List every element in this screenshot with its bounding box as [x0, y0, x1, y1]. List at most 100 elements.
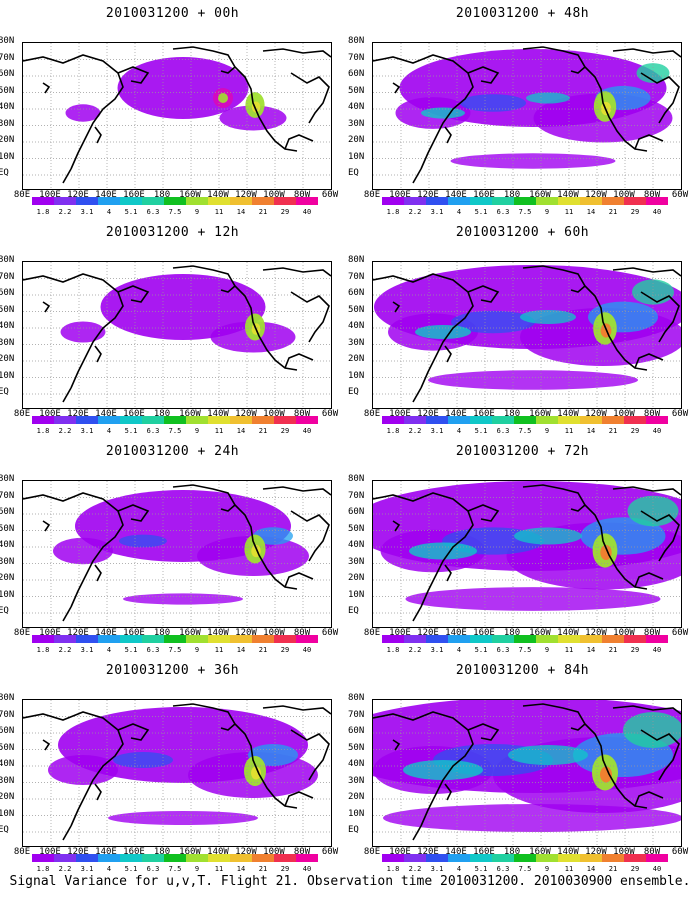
lon-label: 140E: [95, 190, 117, 200]
lon-label: 80E: [363, 190, 381, 200]
colorbar-label: 40: [652, 865, 662, 873]
colorbar-swatch: [186, 416, 208, 424]
lat-label: 70N: [348, 490, 365, 501]
lat-label: 10N: [0, 808, 15, 819]
lat-label: 10N: [0, 589, 15, 600]
lat-label: 10N: [348, 370, 365, 381]
coastline: [392, 739, 401, 751]
lon-label: 140W: [557, 628, 579, 638]
colorbar-label: 1.8: [386, 646, 400, 654]
colorbar-label: 4: [106, 865, 112, 873]
lat-label: 80N: [348, 255, 365, 265]
colorbar-swatch: [382, 416, 404, 424]
colorbar-swatch: [382, 197, 404, 205]
lon-label: 100W: [613, 847, 635, 857]
colorbar-label: 2.2: [58, 208, 72, 216]
lat-label: 30N: [348, 118, 365, 129]
lon-label: 160E: [123, 190, 145, 200]
colorbar-label: 5.1: [124, 865, 138, 873]
lat-label: 30N: [348, 775, 365, 786]
lon-label: 100E: [389, 628, 411, 638]
colorbar-swatch: [404, 635, 426, 643]
lon-label: 140W: [207, 847, 229, 857]
colorbar-swatch: [426, 854, 448, 862]
colorbar-label: 14: [236, 865, 246, 873]
lon-label: 160E: [473, 628, 495, 638]
lat-label: 20N: [348, 573, 365, 583]
lat-label: 30N: [0, 556, 15, 567]
colorbar-swatch: [624, 635, 646, 643]
colorbar-label: 6.3: [496, 646, 510, 654]
colorbar-label: 11: [214, 427, 224, 435]
coastline: [220, 504, 236, 512]
colorbar-swatch: [98, 635, 120, 643]
colorbar-label: 29: [630, 208, 640, 216]
lon-label: 160E: [473, 190, 495, 200]
lon-label: 60W: [321, 190, 339, 200]
colorbar-swatch: [624, 197, 646, 205]
colorbar-label: 11: [214, 865, 224, 873]
panel-title: 2010031200 + 84h: [455, 663, 590, 678]
variance-blob: [526, 92, 570, 104]
lat-label: 70N: [348, 52, 365, 63]
colorbar-label: 3.1: [430, 208, 444, 216]
colorbar-swatch: [274, 635, 296, 643]
colorbar-label: 6.3: [146, 646, 160, 654]
lat-label: 20N: [0, 354, 15, 364]
lat-label: 20N: [348, 135, 365, 145]
colorbar-swatch: [208, 854, 230, 862]
lon-label: 140E: [95, 628, 117, 638]
colorbar-swatch: [426, 416, 448, 424]
colorbar: [382, 635, 668, 643]
lon-label: 120E: [417, 190, 439, 200]
colorbar-swatch: [514, 854, 536, 862]
lon-label: 100W: [613, 628, 635, 638]
colorbar-swatch: [186, 854, 208, 862]
lat-label: 60N: [0, 726, 15, 736]
colorbar: [32, 635, 318, 643]
colorbar-swatch: [580, 416, 602, 424]
colorbar-swatch: [536, 635, 558, 643]
map-panel: 2010031200 + 60h 80N 70N 60N 50N 40N 30N 20N 10N…: [348, 219, 695, 444]
coastline: [412, 387, 422, 403]
colorbar-label: 29: [280, 427, 290, 435]
lat-label: 40N: [348, 759, 365, 769]
lon-label: 140E: [95, 847, 117, 857]
lat-label: 40N: [0, 759, 15, 769]
lon-label: 140E: [95, 409, 117, 419]
colorbar-swatch: [536, 854, 558, 862]
colorbar-label: 21: [258, 427, 268, 435]
colorbar-label: 5.1: [474, 427, 488, 435]
colorbar-swatch: [448, 416, 470, 424]
lat-label: 40N: [0, 102, 15, 112]
lon-label: 80W: [293, 628, 311, 638]
colorbar-label: 3.1: [80, 208, 94, 216]
variance-blob: [508, 745, 588, 765]
coastline: [94, 126, 102, 144]
coastline: [62, 825, 72, 841]
lon-label: 60W: [671, 190, 689, 200]
colorbar-swatch: [164, 197, 186, 205]
lon-label: 160E: [123, 847, 145, 857]
colorbar-swatch: [602, 635, 624, 643]
lon-label: 80W: [293, 190, 311, 200]
colorbar-swatch: [514, 416, 536, 424]
coastline: [444, 783, 452, 801]
colorbar-label: 3.1: [430, 865, 444, 873]
lat-label: 70N: [0, 490, 15, 501]
lon-label: 180: [153, 628, 171, 638]
colorbar-label: 11: [564, 208, 574, 216]
colorbar-swatch: [32, 416, 54, 424]
colorbar-swatch: [54, 635, 76, 643]
lat-label: 30N: [348, 556, 365, 567]
coastline: [640, 291, 680, 343]
colorbar-swatch: [492, 416, 514, 424]
lon-label: 80W: [293, 847, 311, 857]
lat-label: 20N: [348, 354, 365, 364]
coastline: [284, 353, 314, 369]
colorbar-label: 14: [586, 427, 596, 435]
coastline: [412, 168, 422, 184]
coastline: [392, 301, 401, 313]
lon-label: 80W: [643, 409, 661, 419]
coastline: [522, 484, 648, 590]
